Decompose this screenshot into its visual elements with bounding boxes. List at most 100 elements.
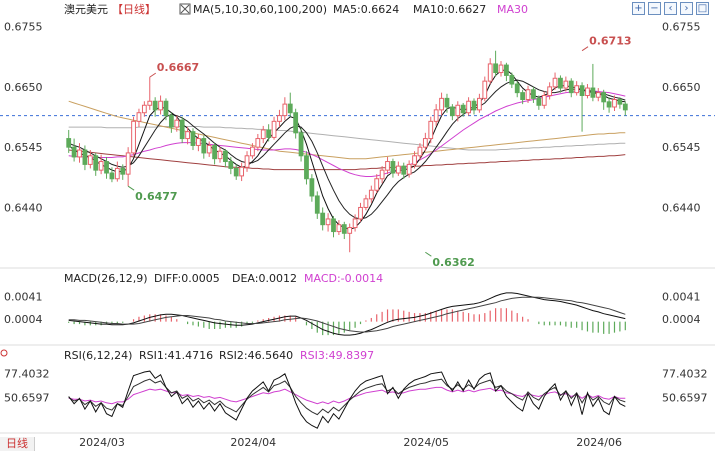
zoom-out-icon[interactable]: − [648, 2, 661, 15]
rsi-rsi2-line [68, 378, 626, 416]
annotation-leader [425, 251, 432, 257]
candle-down [520, 92, 526, 101]
x-tick-label: 2024/04 [230, 436, 276, 449]
candle-down [622, 103, 628, 111]
candle-up [498, 64, 504, 74]
price-panel[interactable]: 0.6755 0.6755 0.6650 0.6650 0.6545 0.6545 0.64… [0, 21, 715, 270]
series-line-ma100 [68, 126, 626, 151]
annotation-label-high: 0.6667 [157, 61, 199, 74]
x-axis: 2024/03 2024/04 2024/05 2024/06 [0, 432, 715, 449]
candle-down [223, 150, 228, 163]
candle-up [260, 129, 266, 140]
annotation-leader [127, 185, 135, 191]
macd-y-tick-right: 0.0004 [662, 313, 701, 326]
candle-up [174, 119, 180, 128]
series-line-ma30 [68, 90, 626, 177]
macd-panel[interactable]: 0.0041 0.0041 0.0004 0.0004 [4, 291, 701, 336]
candle-up [250, 146, 255, 157]
candle-down [120, 167, 126, 175]
scroll-right-icon[interactable]: › [680, 2, 693, 15]
fit-icon[interactable]: □ [696, 2, 709, 15]
candle-up [412, 155, 417, 165]
y-tick-label-right: 0.6545 [662, 141, 701, 154]
candle-up [158, 100, 163, 111]
candle-up [574, 85, 580, 94]
rsi-header: RSI(6,12,24) RSI1:41.4716 RSI2:46.5640 R… [0, 349, 374, 362]
macd-dea-line [68, 296, 626, 333]
candle-up [541, 95, 547, 106]
indicator-dot-icon [0, 349, 8, 357]
y-tick-label-right: 0.6650 [662, 81, 701, 94]
y-tick-label-right: 0.6440 [662, 201, 701, 214]
macd-label: MACD(26,12,9) [64, 272, 148, 285]
macd-y-tick-left: 0.0004 [4, 313, 43, 326]
rsi-y-tick-right: 50.6597 [662, 392, 708, 405]
candle-up [455, 104, 461, 117]
candle-down [401, 165, 407, 175]
candle-down [509, 74, 515, 85]
candle-up [239, 166, 245, 177]
candle-down [471, 100, 477, 111]
ma-toggle-icon-stroke2 [180, 4, 190, 14]
ma-params-label: MA(5,10,30,60,100,200) [193, 3, 327, 16]
candle-up [325, 218, 331, 226]
rsi3-value: RSI3:49.8397 [300, 349, 374, 362]
annotation-label-high: 0.6713 [589, 35, 631, 48]
candle-up [271, 120, 277, 138]
candle-down [179, 119, 185, 140]
macd-hist-value: MACD:-0.0014 [304, 272, 383, 285]
symbol-name: 澳元美元 [64, 3, 108, 16]
candle-up [125, 152, 131, 175]
period-tab[interactable]: 日线 [0, 437, 35, 451]
candle-up [563, 80, 569, 89]
candle-down [531, 89, 536, 99]
candle-up [352, 218, 358, 229]
candle-up [358, 206, 363, 220]
ma10-value: MA10:0.6627 [413, 3, 486, 16]
zoom-in-icon[interactable]: + [632, 2, 645, 15]
ma5-value: MA5:0.6624 [333, 3, 399, 16]
candle-up [439, 97, 444, 111]
chart-toolbar: + − ‹ › □ [632, 2, 709, 15]
candle-up [552, 77, 558, 88]
candle-down [212, 144, 217, 160]
candle-down [190, 131, 196, 146]
candle-down [606, 101, 612, 108]
candle-down [93, 155, 99, 171]
candle-up [487, 63, 493, 82]
candle-up [612, 99, 617, 108]
annotation-label-low: 0.6362 [432, 256, 474, 269]
ma-toggle-icon[interactable] [179, 3, 191, 15]
candle-up [131, 120, 136, 154]
candle-up [147, 100, 153, 106]
candle-down [266, 129, 272, 138]
candle-up [585, 87, 590, 97]
candle-down [298, 132, 304, 157]
candle-up [185, 131, 190, 140]
x-tick-label: 2024/05 [403, 436, 449, 449]
candle-up [433, 109, 439, 122]
candle-down [331, 218, 336, 233]
candle-up [406, 163, 412, 175]
rsi-y-tick-left: 77.4032 [4, 367, 50, 380]
scroll-left-icon[interactable]: ‹ [664, 2, 677, 15]
candle-up [244, 155, 250, 168]
candle-down [390, 161, 396, 174]
candle-down [341, 224, 347, 234]
macd-dea-value: DEA:0.0012 [232, 272, 297, 285]
candle-down [590, 87, 596, 98]
rsi-panel[interactable]: 77.4032 77.4032 50.6597 50.6597 [4, 367, 708, 429]
rsi2-value: RSI2:46.5640 [219, 349, 293, 362]
candle-up [98, 161, 104, 171]
candle-up [196, 138, 201, 146]
candle-up [217, 150, 223, 160]
candle-up [525, 89, 531, 101]
annotation-leader [149, 72, 157, 78]
series-line-ma10 [68, 79, 626, 220]
candle-down [104, 161, 109, 174]
rsi-y-tick-left: 50.6597 [4, 392, 50, 405]
candle-up [379, 169, 385, 180]
price-header: 澳元美元 【日线】 MA(5,10,30,60,100,200) MA5:0.6… [64, 2, 528, 16]
candle-up [547, 86, 553, 97]
